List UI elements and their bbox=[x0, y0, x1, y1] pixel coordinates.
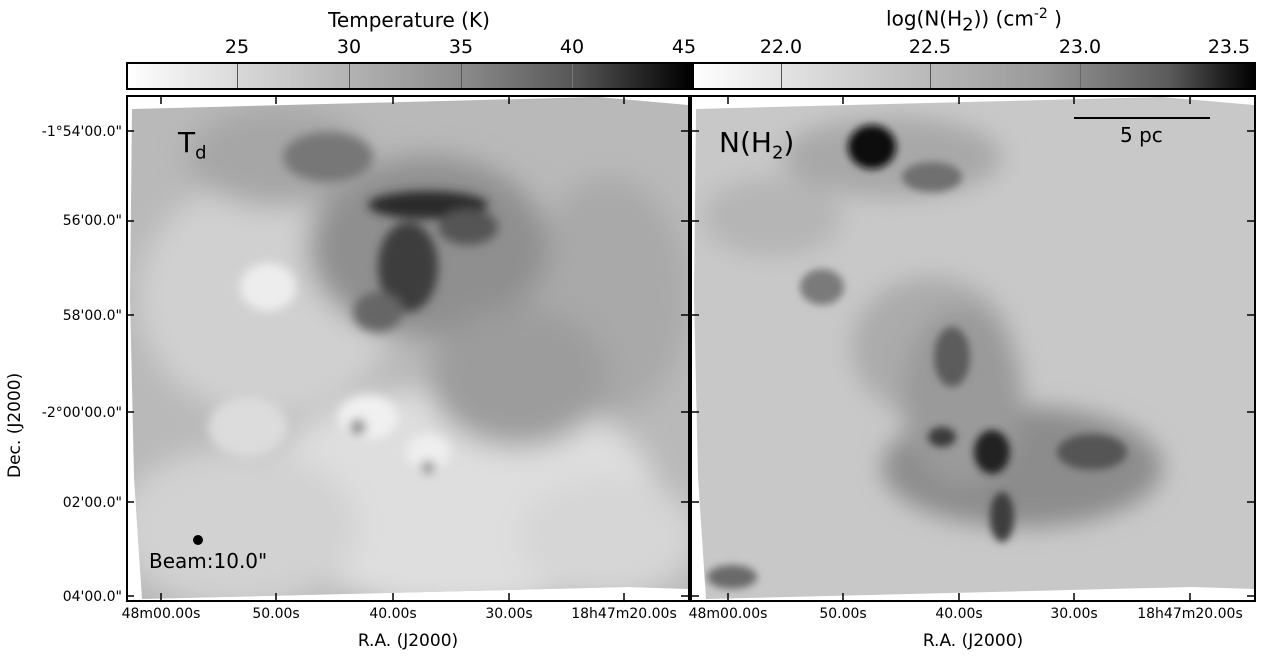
beam-label: Beam:10.0" bbox=[149, 549, 268, 573]
column-density-map-panel bbox=[690, 95, 1256, 602]
scale-bar bbox=[1074, 117, 1210, 119]
x-tick-label: 50.00s bbox=[819, 606, 867, 622]
column-density-tick-label: 23.5 bbox=[1207, 36, 1251, 58]
x-tick-label: 18h47m20.00s bbox=[571, 606, 677, 622]
x-tick-label: 40.00s bbox=[935, 606, 983, 622]
x-tick-label: 50.00s bbox=[252, 606, 300, 622]
column-density-colorbar-tick bbox=[1080, 64, 1081, 88]
temperature-tick-label: 35 bbox=[448, 36, 474, 58]
temperature-map-panel bbox=[126, 95, 690, 602]
column-density-title-mid: )) (cm bbox=[973, 6, 1034, 31]
x-tick-label: 48m00.00s bbox=[121, 606, 201, 622]
x-tick-label: 30.00s bbox=[1050, 606, 1098, 622]
column-density-panel-label: N(H2) bbox=[719, 126, 794, 164]
column-density-tick-label: 22.5 bbox=[908, 36, 952, 58]
y-tick-label: -2°00'00.0" bbox=[41, 405, 122, 421]
temperature-label-main: T bbox=[178, 126, 196, 159]
y-tick-label: 04'00.0" bbox=[62, 589, 122, 605]
column-density-label-end: ) bbox=[783, 126, 795, 159]
x-axis-title-left: R.A. (J2000) bbox=[357, 631, 459, 651]
column-density-title-end: ) bbox=[1047, 6, 1062, 31]
temperature-colorbar bbox=[126, 62, 692, 90]
temperature-map bbox=[130, 97, 688, 599]
column-density-label-main: N(H bbox=[719, 126, 772, 159]
y-tick-label: 56'00.0" bbox=[62, 213, 122, 229]
y-tick-label: 02'00.0" bbox=[62, 495, 122, 511]
column-density-map bbox=[694, 97, 1254, 599]
column-density-colorbar bbox=[692, 62, 1256, 90]
x-tick-label: 48m00.00s bbox=[688, 606, 768, 622]
temperature-panel-label: Td bbox=[178, 126, 207, 164]
temperature-colorbar-tick bbox=[461, 64, 462, 88]
column-density-tick-label: 23.0 bbox=[1058, 36, 1102, 58]
column-density-colorbar-tick bbox=[930, 64, 931, 88]
y-tick-label: -1°54'00.0" bbox=[41, 124, 122, 140]
y-tick-label: 58'00.0" bbox=[62, 308, 122, 324]
column-density-tick-label: 22.0 bbox=[759, 36, 803, 58]
column-density-colorbar-tick bbox=[781, 64, 782, 88]
x-tick-label: 30.00s bbox=[485, 606, 533, 622]
x-tick-label: 18h47m20.00s bbox=[1137, 606, 1243, 622]
column-density-colorbar-title: log(N(H2)) (cm-2 ) bbox=[692, 6, 1256, 36]
temperature-label-sub: d bbox=[195, 142, 207, 164]
column-density-title-sup: -2 bbox=[1033, 6, 1048, 22]
column-density-title-sub: 2 bbox=[962, 14, 974, 36]
temperature-tick-label: 40 bbox=[559, 36, 585, 58]
temperature-tick-label: 30 bbox=[336, 36, 362, 58]
scale-bar-label: 5 pc bbox=[1120, 123, 1163, 147]
column-density-title-main: log(N(H bbox=[886, 6, 963, 31]
temperature-tick-label: 45 bbox=[671, 36, 697, 58]
column-density-label-sub: 2 bbox=[771, 142, 784, 164]
beam-marker bbox=[193, 535, 203, 545]
temperature-colorbar-tick bbox=[349, 64, 350, 88]
temperature-colorbar-tick bbox=[572, 64, 573, 88]
temperature-colorbar-tick bbox=[237, 64, 238, 88]
x-axis-title-right: R.A. (J2000) bbox=[922, 631, 1024, 651]
temperature-tick-label: 25 bbox=[224, 36, 250, 58]
temperature-colorbar-title: Temperature (K) bbox=[328, 8, 490, 32]
x-tick-label: 40.00s bbox=[369, 606, 417, 622]
